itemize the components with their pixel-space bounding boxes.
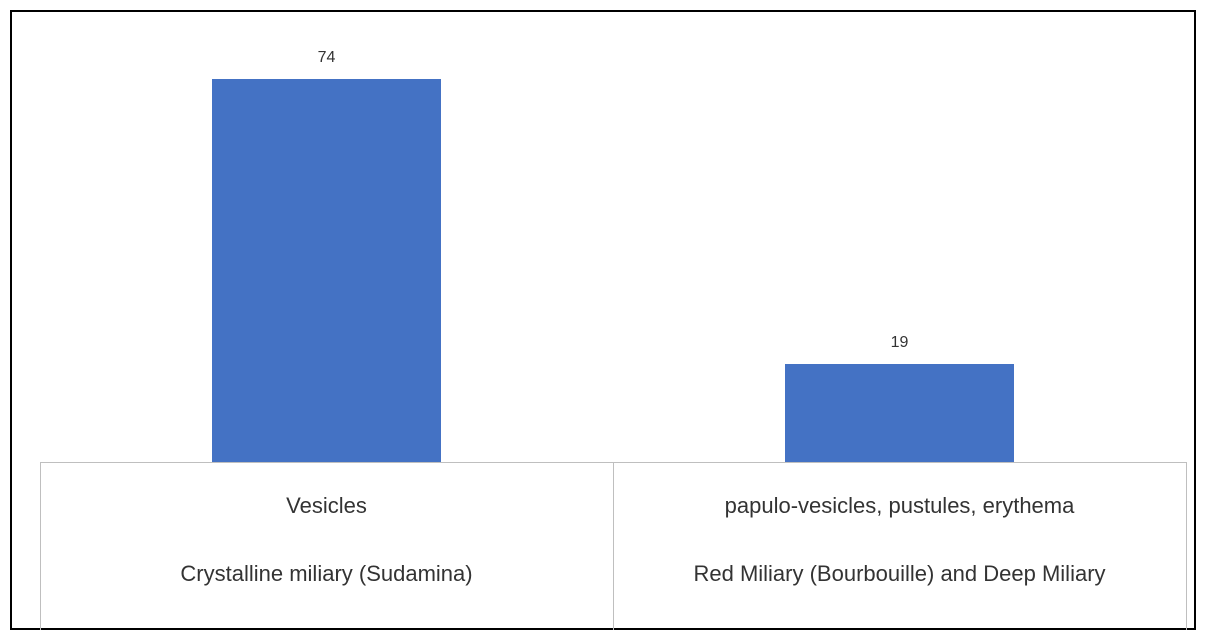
- data-label: 19: [890, 333, 909, 351]
- bar: [212, 79, 441, 462]
- bar: [785, 363, 1014, 462]
- cell-border: [613, 462, 614, 630]
- cell-border: [40, 462, 41, 630]
- data-label: 74: [317, 49, 336, 66]
- category-label: papulo-vesicles, pustules, erythema Red M…: [613, 489, 1186, 591]
- category-line: Vesicles: [286, 493, 367, 518]
- category-line: Red Miliary (Bourbouille) and Deep Milia…: [693, 561, 1106, 586]
- cell-border: [1186, 462, 1187, 630]
- category-label: Vesicles Crystalline miliary (Sudamina): [40, 489, 613, 591]
- category-line: papulo-vesicles, pustules, erythema: [724, 493, 1075, 518]
- chart-frame: [10, 10, 1196, 630]
- category-line: Crystalline miliary (Sudamina): [180, 561, 473, 586]
